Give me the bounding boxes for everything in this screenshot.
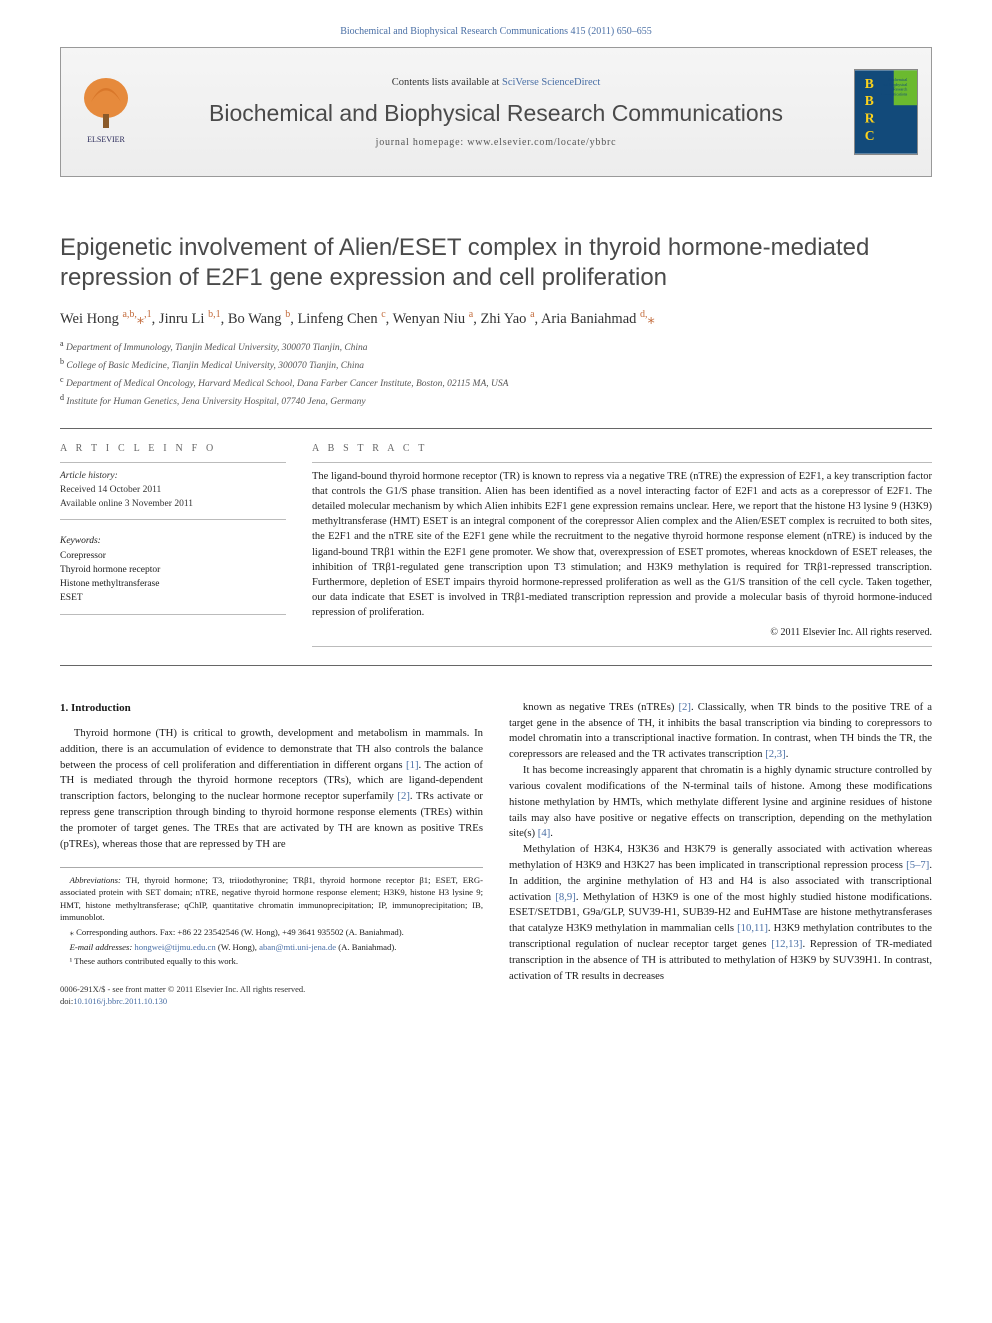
- keyword: ESET: [60, 591, 286, 605]
- corr-label: ⁎ Corresponding authors.: [70, 927, 158, 937]
- svg-text:ELSEVIER: ELSEVIER: [87, 135, 125, 144]
- svg-text:C: C: [865, 128, 875, 143]
- abstract-column: A B S T R A C T The ligand-bound thyroid…: [312, 443, 932, 653]
- abbrev-text: TH, thyroid hormone; T3, triiodothyronin…: [60, 875, 483, 923]
- abstract-text: The ligand-bound thyroid hormone recepto…: [312, 469, 932, 621]
- info-sub-divider-2: [60, 519, 286, 520]
- divider-top: [60, 428, 932, 429]
- fn-abbrev: Abbreviations: TH, thyroid hormone; T3, …: [60, 874, 483, 924]
- journal-banner: ELSEVIER Contents lists available at Sci…: [60, 47, 932, 177]
- email-2[interactable]: aban@mti.uni-jena.de: [259, 942, 336, 952]
- divider-bottom: [60, 665, 932, 666]
- intro-p4: Methylation of H3K4, H3K36 and H3K79 is …: [509, 842, 932, 984]
- keyword: Corepressor: [60, 549, 286, 563]
- fn-email: E-mail addresses: hongwei@tijmu.edu.cn (…: [60, 941, 483, 954]
- affiliation: b College of Basic Medicine, Tianjin Med…: [60, 356, 932, 374]
- svg-text:Biochemical: Biochemical: [888, 78, 908, 82]
- abstract-heading: A B S T R A C T: [312, 443, 932, 454]
- doi-link[interactable]: 10.1016/j.bbrc.2011.10.130: [73, 996, 167, 1006]
- article-history: Article history: Received 14 October 201…: [60, 469, 286, 512]
- sciencedirect-link[interactable]: SciVerse ScienceDirect: [502, 77, 600, 88]
- abstract-copyright: © 2011 Elsevier Inc. All rights reserved…: [312, 627, 932, 638]
- elsevier-logo-box: ELSEVIER: [61, 48, 151, 176]
- intro-p1: Thyroid hormone (TH) is critical to grow…: [60, 726, 483, 853]
- affiliation: c Department of Medical Oncology, Harvar…: [60, 374, 932, 392]
- intro-p2: known as negative TREs (nTREs) [2]. Clas…: [509, 700, 932, 763]
- body-columns: 1. Introduction Thyroid hormone (TH) is …: [60, 700, 932, 1008]
- journal-cover-icon: Biochemical and Biophysical Research Com…: [854, 69, 918, 155]
- fn-equal: ¹ These authors contributed equally to t…: [60, 955, 483, 968]
- keyword: Histone methyltransferase: [60, 577, 286, 591]
- abbrev-label: Abbreviations:: [70, 875, 121, 885]
- svg-text:B: B: [865, 93, 874, 108]
- svg-text:Research: Research: [893, 88, 907, 92]
- journal-name: Biochemical and Biophysical Research Com…: [209, 100, 783, 127]
- footnotes: Abbreviations: TH, thyroid hormone; T3, …: [60, 867, 483, 968]
- doi-label: doi:: [60, 996, 73, 1006]
- corr-text: Fax: +86 22 23542546 (W. Hong), +49 3641…: [158, 927, 404, 937]
- affiliation: a Department of Immunology, Tianjin Medi…: [60, 338, 932, 356]
- affiliation: d Institute for Human Genetics, Jena Uni…: [60, 392, 932, 410]
- authors: Wei Hong a,b,⁎,1, Jinru Li b,1, Bo Wang …: [60, 309, 932, 328]
- email-label: E-mail addresses:: [70, 942, 133, 952]
- abstract-sub-divider: [312, 462, 932, 463]
- elsevier-tree-icon: ELSEVIER: [76, 74, 136, 150]
- journal-cover-box: Biochemical and Biophysical Research Com…: [841, 48, 931, 176]
- svg-text:and Biophysical: and Biophysical: [882, 83, 907, 87]
- svg-text:Communications: Communications: [881, 93, 908, 97]
- contents-prefix: Contents lists available at: [392, 77, 502, 88]
- journal-homepage: journal homepage: www.elsevier.com/locat…: [376, 137, 617, 148]
- email-1-who: (W. Hong),: [216, 942, 259, 952]
- front-matter: 0006-291X/$ - see front matter © 2011 El…: [60, 984, 483, 996]
- info-sub-divider-3: [60, 614, 286, 615]
- abstract-bottom-divider: [312, 646, 932, 647]
- intro-heading: 1. Introduction: [60, 700, 483, 716]
- intro-p3: It has become increasingly apparent that…: [509, 763, 932, 842]
- contents-line: Contents lists available at SciVerse Sci…: [392, 77, 600, 88]
- header-citation: Biochemical and Biophysical Research Com…: [60, 26, 932, 37]
- affiliations: a Department of Immunology, Tianjin Medi…: [60, 338, 932, 410]
- left-column: 1. Introduction Thyroid hormone (TH) is …: [60, 700, 483, 1008]
- svg-text:R: R: [865, 111, 875, 126]
- keyword: Thyroid hormone receptor: [60, 563, 286, 577]
- article-info-heading: A R T I C L E I N F O: [60, 443, 286, 454]
- received-date: Received 14 October 2011: [60, 483, 286, 497]
- email-2-who: (A. Baniahmad).: [336, 942, 396, 952]
- article-info-column: A R T I C L E I N F O Article history: R…: [60, 443, 286, 653]
- article-title: Epigenetic involvement of Alien/ESET com…: [60, 233, 932, 293]
- fn-corresponding: ⁎ Corresponding authors. Fax: +86 22 235…: [60, 926, 483, 939]
- info-abstract-row: A R T I C L E I N F O Article history: R…: [60, 443, 932, 653]
- available-date: Available online 3 November 2011: [60, 497, 286, 511]
- email-1[interactable]: hongwei@tijmu.edu.cn: [134, 942, 215, 952]
- banner-center: Contents lists available at SciVerse Sci…: [151, 48, 841, 176]
- right-column: known as negative TREs (nTREs) [2]. Clas…: [509, 700, 932, 1008]
- svg-text:B: B: [865, 76, 874, 91]
- footer-block: 0006-291X/$ - see front matter © 2011 El…: [60, 984, 483, 1008]
- keywords-block: Keywords: Corepressor Thyroid hormone re…: [60, 534, 286, 605]
- info-sub-divider-1: [60, 462, 286, 463]
- history-label: Article history:: [60, 469, 286, 483]
- keywords-label: Keywords:: [60, 534, 286, 548]
